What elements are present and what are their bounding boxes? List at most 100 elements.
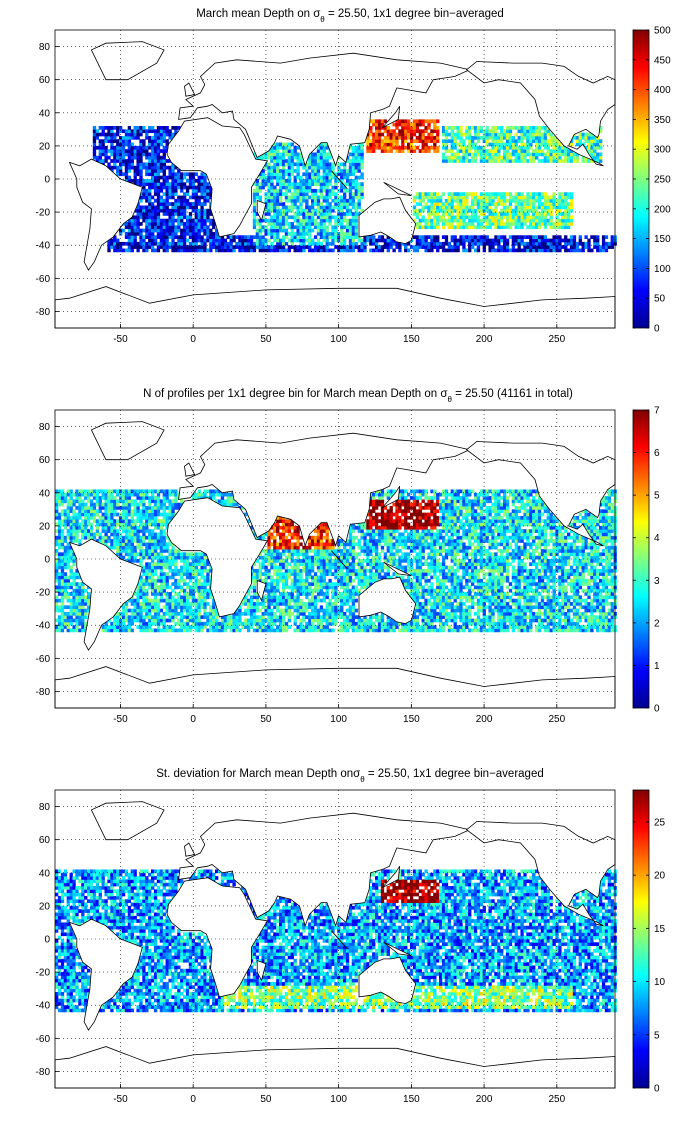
heatmap-cell	[296, 231, 300, 236]
heatmap-cell	[564, 195, 568, 200]
heatmap-cell	[121, 155, 126, 160]
heatmap-cell	[610, 245, 614, 249]
heatmap-cell	[290, 172, 294, 177]
heatmap-cell	[322, 142, 326, 147]
heatmap-cell	[136, 602, 140, 606]
heatmap-cell	[293, 621, 297, 626]
heatmap-cell	[185, 608, 190, 613]
heatmap-cell	[491, 241, 495, 246]
coastline	[358, 196, 417, 245]
heatmap-cell	[319, 192, 324, 196]
heatmap-cell	[558, 212, 562, 216]
heatmap-cell	[348, 621, 353, 626]
heatmap-cell	[200, 182, 204, 187]
heatmap-cell	[456, 628, 460, 633]
heatmap-cell	[511, 195, 516, 200]
heatmap-cell	[174, 185, 178, 190]
heatmap-cell	[276, 628, 280, 633]
heatmap-cell	[520, 241, 524, 246]
heatmap-cell	[415, 602, 420, 606]
heatmap-cell	[101, 149, 105, 153]
heatmap-cell	[436, 618, 440, 623]
heatmap-cell	[482, 225, 486, 230]
heatmap-cell	[209, 192, 213, 196]
heatmap-cell	[546, 238, 550, 243]
heatmap-cell	[340, 621, 344, 626]
heatmap-cell	[127, 155, 132, 160]
heatmap-cell	[267, 172, 271, 177]
heatmap-cell	[159, 162, 164, 167]
heatmap-cell	[447, 611, 452, 616]
heatmap-cell	[334, 215, 338, 220]
heatmap-cell	[188, 615, 193, 619]
heatmap-cell	[351, 202, 356, 206]
heatmap-cell	[453, 605, 457, 610]
heatmap-cell	[255, 235, 260, 239]
heatmap-cell	[284, 608, 289, 613]
heatmap-cell	[590, 611, 594, 616]
heatmap-cell	[491, 218, 495, 223]
heatmap-cell	[121, 605, 126, 610]
heatmap-cell	[578, 628, 582, 633]
heatmap-cell	[508, 202, 513, 206]
heatmap-cell	[462, 241, 466, 246]
heatmap-cell	[328, 628, 332, 633]
heatmap-cell	[508, 132, 513, 137]
heatmap-cell	[590, 628, 594, 633]
heatmap-cell	[249, 618, 254, 623]
heatmap-cell	[497, 142, 501, 147]
heatmap-cell	[162, 126, 166, 130]
heatmap-cell	[360, 159, 364, 163]
heatmap-cell	[287, 182, 292, 187]
heatmap-cell	[60, 625, 65, 629]
heatmap-cell	[503, 222, 507, 226]
heatmap-cell	[546, 621, 550, 626]
heatmap-cell	[514, 212, 518, 216]
heatmap-cell	[537, 611, 542, 616]
heatmap-cell	[593, 235, 597, 239]
heatmap-cell	[543, 145, 548, 150]
heatmap-cell	[389, 628, 393, 633]
heatmap-cell	[537, 135, 542, 140]
heatmap-cell	[159, 149, 164, 153]
heatmap-cell	[276, 179, 280, 183]
heatmap-cell	[465, 149, 469, 153]
heatmap-cell	[209, 238, 213, 243]
heatmap-cell	[572, 625, 577, 629]
heatmap-cell	[162, 212, 166, 216]
heatmap-cell	[69, 598, 73, 603]
heatmap-cell	[369, 248, 373, 253]
heatmap-cell	[142, 598, 146, 603]
heatmap-cell	[148, 238, 152, 243]
heatmap-cell	[436, 205, 440, 210]
heatmap-cell	[462, 248, 466, 253]
heatmap-cell	[357, 248, 361, 253]
heatmap-cell	[404, 625, 408, 629]
heatmap-cell	[462, 615, 466, 619]
heatmap-cell	[471, 215, 475, 220]
heatmap-cell	[313, 218, 318, 223]
heatmap-cell	[503, 248, 507, 253]
heatmap-cell	[404, 135, 408, 140]
heatmap-cell	[345, 202, 350, 206]
heatmap-cell	[81, 595, 85, 600]
heatmap-cell	[444, 608, 449, 613]
heatmap-cell	[136, 155, 140, 160]
heatmap-cell	[561, 198, 565, 203]
heatmap-cell	[497, 618, 501, 623]
heatmap-cell	[319, 179, 324, 183]
heatmap-cell	[247, 608, 251, 613]
heatmap-cell	[308, 162, 312, 167]
heatmap-cell	[281, 611, 286, 616]
heatmap-cell	[476, 135, 481, 140]
heatmap-cell	[447, 132, 452, 137]
heatmap-cell	[526, 139, 530, 143]
heatmap-cell	[412, 608, 417, 613]
heatmap-cell	[537, 149, 542, 153]
heatmap-cell	[308, 628, 312, 633]
heatmap-cell	[360, 238, 364, 243]
heatmap-cell	[409, 139, 414, 143]
heatmap-cell	[325, 175, 329, 180]
heatmap-cell	[415, 129, 420, 134]
heatmap-cell	[505, 198, 510, 203]
